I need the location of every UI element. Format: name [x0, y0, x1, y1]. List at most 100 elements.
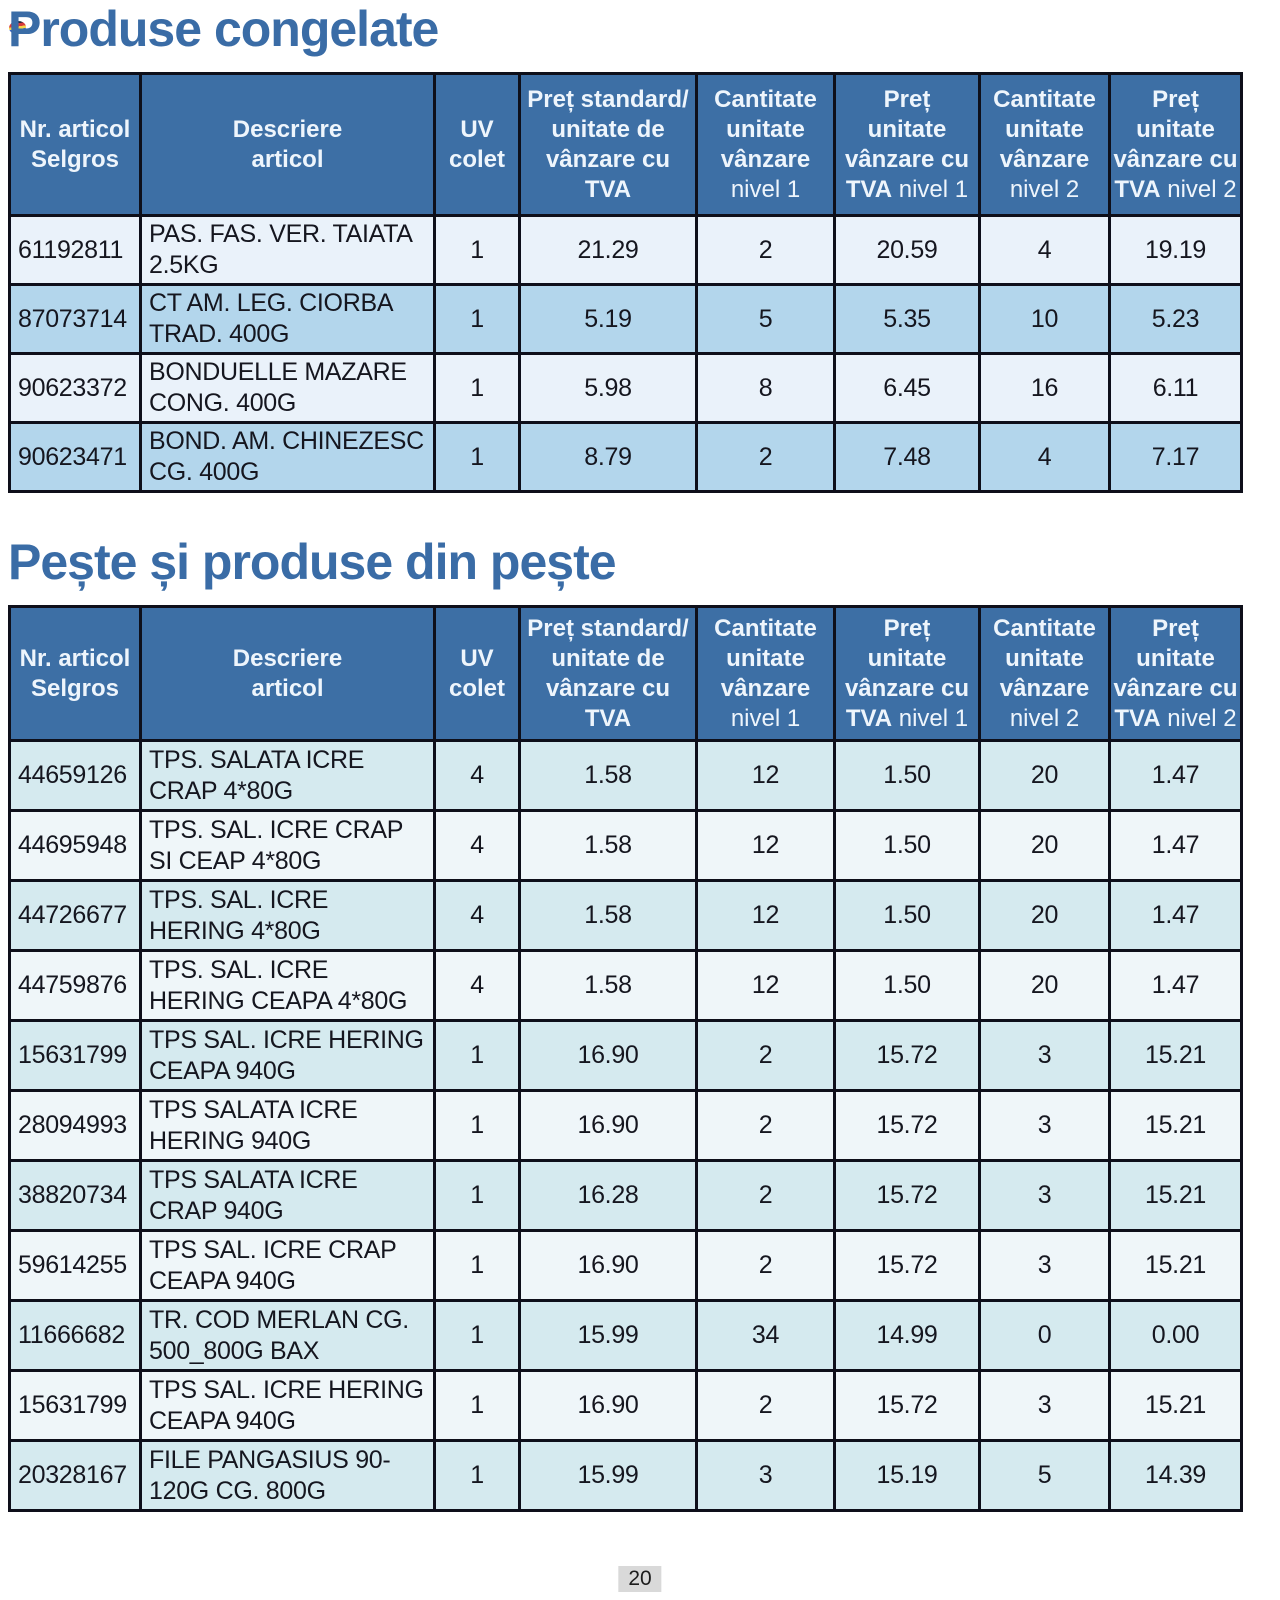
table-row: 20328167 FILE PANGASIUS 90-120G CG. 800G… [8, 1439, 1243, 1512]
standard-price-cell: 15.99 [518, 1439, 698, 1512]
qty-level1-cell: 8 [695, 352, 836, 424]
standard-price-cell: 1.58 [518, 809, 698, 882]
article-number-cell: 44695948 [8, 809, 142, 882]
table-row: 44759876 TPS. SAL. ICRE HERING CEAPA 4*8… [8, 949, 1243, 1022]
article-number-cell: 44759876 [8, 949, 142, 1022]
qty-level2-cell: 4 [978, 214, 1111, 286]
uv-colet-cell: 1 [433, 1369, 521, 1442]
description-cell: BONDUELLE MAZARE CONG. 400G [139, 352, 436, 424]
qty-level2-cell: 3 [978, 1019, 1111, 1092]
standard-price-cell: 1.58 [518, 879, 698, 952]
table-row: 61192811 PAS. FAS. VER. TAIATA 2.5KG 1 2… [8, 214, 1243, 286]
qty-level2-cell: 20 [978, 949, 1111, 1022]
description-cell: TPS. SAL. ICRE HERING CEAPA 4*80G [139, 949, 436, 1022]
qty-level1-cell: 12 [695, 739, 836, 812]
qty-level2-cell: 16 [978, 352, 1111, 424]
price-level2-cell: 15.21 [1108, 1089, 1243, 1162]
description-cell: TPS SALATA ICRE CRAP 940G [139, 1159, 436, 1232]
table-row: 15631799 TPS SAL. ICRE HERING CEAPA 940G… [8, 1019, 1243, 1092]
qty-level2-cell: 3 [978, 1089, 1111, 1162]
price-level2-header: Preț unitate vânzare cu TVA nivel 2 [1108, 605, 1243, 742]
qty-level1-cell: 2 [695, 214, 836, 286]
qty-level2-header: Cantitate unitate vânzare nivel 2 [978, 605, 1111, 742]
price-level1-cell: 15.72 [833, 1229, 981, 1302]
qty-level1-cell: 2 [695, 1159, 836, 1232]
price-level2-cell: 14.39 [1108, 1439, 1243, 1512]
table-row: 90623372 BONDUELLE MAZARE CONG. 400G 1 5… [8, 352, 1243, 424]
qty-level1-header: Cantitate unitate vânzare nivel 1 [695, 605, 836, 742]
uv-colet-header: UV colet [433, 72, 521, 217]
description-cell: TPS SAL. ICRE HERING CEAPA 940G [139, 1369, 436, 1442]
article-number-cell: 90623471 [8, 421, 142, 493]
article-number-cell: 38820734 [8, 1159, 142, 1232]
qty-level1-cell: 2 [695, 1019, 836, 1092]
description-cell: TPS SALATA ICRE HERING 940G [139, 1089, 436, 1162]
uv-colet-cell: 1 [433, 1019, 521, 1092]
standard-price-cell: 1.58 [518, 949, 698, 1022]
qty-level2-cell: 3 [978, 1159, 1111, 1232]
qty-level1-cell: 3 [695, 1439, 836, 1512]
price-level1-cell: 5.35 [833, 283, 981, 355]
price-level1-header: Preț unitate vânzare cu TVA nivel 1 [833, 72, 981, 217]
standard-price-cell: 16.28 [518, 1159, 698, 1232]
price-level1-cell: 15.72 [833, 1369, 981, 1442]
price-level2-cell: 15.21 [1108, 1229, 1243, 1302]
price-level2-cell: 0.00 [1108, 1299, 1243, 1372]
qty-level2-cell: 10 [978, 283, 1111, 355]
price-level2-cell: 1.47 [1108, 949, 1243, 1022]
price-level1-cell: 15.19 [833, 1439, 981, 1512]
price-level1-cell: 1.50 [833, 949, 981, 1022]
description-cell: BOND. AM. CHINEZESC CG. 400G [139, 421, 436, 493]
standard-price-cell: 15.99 [518, 1299, 698, 1372]
price-level1-cell: 20.59 [833, 214, 981, 286]
article-number-cell: 20328167 [8, 1439, 142, 1512]
price-level2-cell: 1.47 [1108, 879, 1243, 952]
article-number-cell: 87073714 [8, 283, 142, 355]
price-level2-cell: 6.11 [1108, 352, 1243, 424]
standard-price-cell: 5.19 [518, 283, 698, 355]
price-level2-cell: 5.23 [1108, 283, 1243, 355]
price-level2-header: Preț unitate vânzare cu TVA nivel 2 [1108, 72, 1243, 217]
description-cell: TPS SAL. ICRE HERING CEAPA 940G [139, 1019, 436, 1092]
qty-level1-cell: 12 [695, 949, 836, 1022]
description-cell: TPS. SAL. ICRE HERING 4*80G [139, 879, 436, 952]
article-number-header: Nr. articol Selgros [8, 605, 142, 742]
qty-level2-cell: 3 [978, 1229, 1111, 1302]
qty-level2-cell: 20 [978, 739, 1111, 812]
table-row: 87073714 CT AM. LEG. CIORBA TRAD. 400G 1… [8, 283, 1243, 355]
qty-level1-cell: 12 [695, 809, 836, 882]
qty-level2-cell: 0 [978, 1299, 1111, 1372]
page-number-badge: 20 [618, 1566, 662, 1592]
table-row: 28094993 TPS SALATA ICRE HERING 940G 1 1… [8, 1089, 1243, 1162]
price-level2-cell: 1.47 [1108, 739, 1243, 812]
qty-level1-cell: 34 [695, 1299, 836, 1372]
uv-colet-cell: 1 [433, 1229, 521, 1302]
article-number-header: Nr. articol Selgros [8, 72, 142, 217]
table-row: 11666682 TR. COD MERLAN CG. 500_800G BAX… [8, 1299, 1243, 1372]
article-number-cell: 44659126 [8, 739, 142, 812]
description-cell: FILE PANGASIUS 90-120G CG. 800G [139, 1439, 436, 1512]
uv-colet-cell: 4 [433, 879, 521, 952]
table-row: 44695948 TPS. SAL. ICRE CRAP SI CEAP 4*8… [8, 809, 1243, 882]
standard-price-cell: 5.98 [518, 352, 698, 424]
standard-price-cell: 1.58 [518, 739, 698, 812]
qty-level1-header: Cantitate unitate vânzare nivel 1 [695, 72, 836, 217]
description-cell: TPS. SAL. ICRE CRAP SI CEAP 4*80G [139, 809, 436, 882]
article-number-cell: 59614255 [8, 1229, 142, 1302]
price-level1-cell: 6.45 [833, 352, 981, 424]
price-level2-cell: 15.21 [1108, 1159, 1243, 1232]
price-level1-cell: 15.72 [833, 1159, 981, 1232]
uv-colet-header: UV colet [433, 605, 521, 742]
article-number-cell: 90623372 [8, 352, 142, 424]
price-level1-cell: 1.50 [833, 879, 981, 952]
uv-colet-cell: 1 [433, 421, 521, 493]
price-level1-header: Preț unitate vânzare cu TVA nivel 1 [833, 605, 981, 742]
price-level1-cell: 14.99 [833, 1299, 981, 1372]
uv-colet-cell: 1 [433, 283, 521, 355]
qty-level1-cell: 2 [695, 421, 836, 493]
standard-price-cell: 16.90 [518, 1369, 698, 1442]
price-level1-cell: 1.50 [833, 809, 981, 882]
uv-colet-cell: 4 [433, 809, 521, 882]
article-number-cell: 15631799 [8, 1019, 142, 1092]
uv-colet-cell: 1 [433, 1159, 521, 1232]
